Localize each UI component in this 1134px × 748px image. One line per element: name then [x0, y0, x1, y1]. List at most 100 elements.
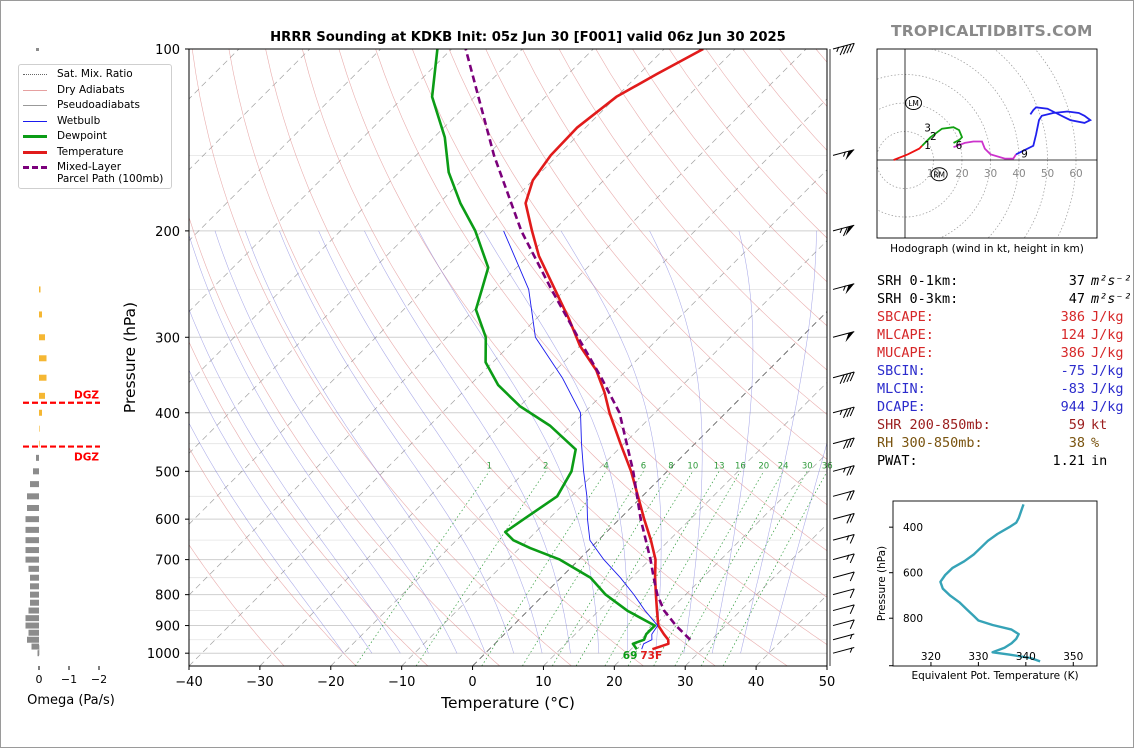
barb-staff	[832, 283, 855, 290]
barb-feather	[843, 44, 848, 55]
stat-row: PWAT: 1.21 in	[877, 452, 1132, 470]
hodograph-inner: 10 20 30 40 50 60 123 6 9 LM RM	[877, 49, 1097, 238]
isotherm-line	[472, 310, 827, 666]
barb-staff	[832, 553, 855, 561]
legend-swatch-line	[23, 74, 47, 75]
hodo-segment-6-9-km	[953, 140, 1017, 160]
legend-swatch-thin-pink-line	[23, 84, 47, 96]
x-tick-label: −10	[388, 675, 415, 690]
omega-bar	[25, 537, 39, 544]
barb-half-feather	[846, 554, 850, 561]
stat-row: MLCAPE: 124 J/kg	[877, 326, 1132, 344]
omega-bar	[28, 629, 39, 636]
stat-unit: J/kg	[1091, 345, 1124, 361]
dry-adiabat-line	[448, 49, 827, 506]
wind-barb: 40	[832, 371, 855, 384]
legend-swatch-line	[23, 89, 47, 91]
omega-axis-label: Omega (Pa/s)	[27, 693, 115, 708]
y-tick-label: 400	[155, 407, 180, 422]
barb-feather	[849, 588, 855, 599]
barb-feather	[846, 514, 852, 524]
stat-key: MLCAPE:	[877, 327, 934, 343]
stat-key: SRH 0-1km:	[877, 273, 959, 289]
wind-barb: 5	[832, 633, 855, 641]
isotherm-line	[684, 523, 827, 666]
theta-e-y-tick-label: 800	[903, 613, 923, 625]
theta-e-panel: 320 330 340 350 400 600 800 Equivalent Pot. Tem…	[876, 500, 1098, 682]
mixing-ratio-label: 10	[687, 461, 698, 471]
pseudoadiabat-line	[318, 230, 543, 654]
wind-barb: 20	[832, 490, 855, 501]
legend-swatch-dashed-gray-line	[23, 99, 47, 111]
series-line-mixed-layer-parcel-path-100mb	[464, 49, 692, 641]
pseudoadiabat-line	[214, 230, 458, 654]
hodo-ring-label: 10	[927, 168, 940, 180]
barb-feather	[843, 408, 848, 419]
mixing-ratio-label: 16	[735, 461, 746, 471]
legend-label-2: Parcel Path (100mb)	[57, 173, 164, 185]
theta-e-frame	[892, 500, 1098, 667]
barb-staff	[832, 647, 855, 654]
omega-x-tick-label: −1	[61, 673, 77, 686]
wind-barb: 30	[832, 437, 855, 449]
omega-bar	[39, 374, 47, 381]
legend: Sat. Mix. Ratio Dry Adiabats Pseudoadiabat…	[18, 64, 172, 189]
barb-staff	[832, 533, 855, 541]
hodo-segment-3-6-km	[921, 126, 964, 147]
barb-feather	[843, 439, 848, 449]
stat-unit: %	[1091, 435, 1100, 451]
stat-unit: J/kg	[1091, 399, 1124, 415]
omega-bar	[27, 504, 39, 511]
pseudoadiabat-line	[768, 441, 827, 654]
hodo-ring-label: 60	[1069, 168, 1082, 180]
stat-key: SBCAPE:	[877, 309, 934, 325]
barb-feather	[839, 45, 845, 56]
legend-swatch-line	[23, 105, 47, 106]
stat-row: MLCIN: -83 J/kg	[877, 380, 1132, 398]
isotherm-line	[189, 49, 736, 596]
dry-adiabat-line	[522, 49, 827, 415]
y-tick-label: 900	[155, 620, 180, 635]
dry-adiabat-line	[595, 49, 827, 327]
mixing-ratio-label: 2	[543, 461, 548, 471]
hodo-rm-marker	[930, 167, 948, 182]
mixing-ratio-line	[722, 471, 827, 666]
barb-flag	[845, 283, 855, 295]
omega-bar	[28, 565, 39, 572]
legend-swatch-line	[23, 150, 47, 154]
mixing-ratio-label: 30	[802, 461, 813, 471]
y-tick-label: 500	[155, 465, 180, 480]
y-tick-label: 600	[155, 513, 180, 528]
stat-unit: J/kg	[1091, 363, 1124, 379]
y-tick-label: 700	[155, 554, 180, 569]
barb-feather	[849, 619, 855, 630]
barb-flag	[845, 225, 855, 236]
stat-row: SRH 0-1km: 37 m²s⁻²	[877, 272, 1132, 290]
barb-staff	[832, 224, 855, 232]
mixing-ratio-line	[627, 471, 741, 666]
dry-adiabat-line	[375, 49, 827, 598]
barb-feather	[849, 553, 855, 564]
legend-label: Dewpoint	[57, 130, 107, 142]
barb-feather	[846, 491, 852, 501]
legend-item: Mixed-Layer Parcel Path (100mb)	[23, 161, 163, 185]
hodo-ring-label: 30	[984, 168, 997, 180]
x-tick-label: 0	[468, 675, 476, 690]
barb-feather	[849, 465, 855, 475]
dry-adiabat-line	[412, 49, 827, 552]
pseudoadiabat-line	[560, 230, 662, 654]
wind-barb: 35	[832, 406, 855, 419]
barb-feather	[849, 371, 855, 382]
hodograph-caption: Hodograph (wind in kt, height in km)	[890, 243, 1084, 255]
mixing-ratio-label: 1	[487, 461, 492, 471]
barb-flag	[845, 149, 855, 161]
hodo-height-label: 9	[1021, 148, 1028, 160]
pseudoadiabat-line	[189, 308, 401, 654]
legend-item: Temperature	[23, 146, 124, 158]
barb-half-feather	[849, 633, 853, 640]
dry-adiabat-line	[302, 49, 788, 666]
mixing-ratio-line	[653, 471, 765, 666]
